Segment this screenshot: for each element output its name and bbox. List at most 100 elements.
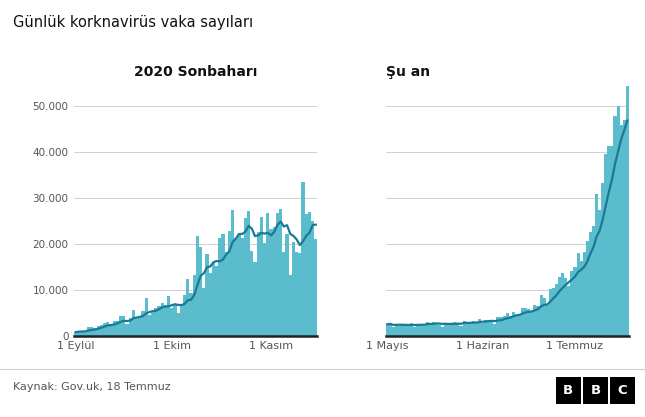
Bar (552, 289, 555, 336)
Title: 2020 Sonbaharı: 2020 Sonbaharı (134, 65, 257, 80)
Bar (234, 238, 237, 336)
Bar (298, 253, 301, 336)
Bar (215, 266, 218, 336)
Text: Günlük korknavirüs vaka sayıları: Günlük korknavirüs vaka sayıları (13, 15, 253, 30)
Bar (311, 221, 314, 336)
Bar (506, 313, 509, 336)
Bar (196, 236, 199, 336)
Bar (276, 214, 279, 336)
Bar (521, 307, 524, 336)
Bar (135, 317, 138, 336)
Bar (174, 305, 177, 336)
Bar (177, 313, 180, 336)
Bar (537, 306, 540, 336)
Bar (100, 324, 103, 336)
Bar (122, 317, 125, 336)
Bar (570, 271, 573, 336)
Bar (564, 278, 568, 336)
Bar (180, 306, 183, 336)
Bar (151, 312, 154, 336)
Bar (407, 325, 410, 336)
Bar (203, 288, 205, 336)
Bar (270, 229, 273, 336)
Bar (490, 320, 493, 336)
Bar (292, 242, 295, 336)
Text: B: B (563, 384, 573, 397)
Bar (218, 238, 221, 336)
Bar (509, 316, 512, 336)
Bar (515, 316, 518, 336)
Bar (161, 303, 164, 336)
Bar (530, 312, 533, 336)
Bar (622, 120, 626, 336)
Bar (589, 231, 592, 336)
Bar (558, 276, 561, 336)
Bar (244, 219, 247, 336)
Bar (141, 311, 144, 336)
Bar (608, 146, 610, 336)
Bar (453, 322, 457, 336)
Text: C: C (618, 384, 627, 397)
Bar (186, 279, 190, 336)
Bar (568, 286, 570, 336)
Bar (273, 226, 276, 336)
Bar (435, 324, 438, 336)
Bar (502, 317, 506, 336)
Bar (263, 243, 266, 336)
Bar (224, 252, 228, 336)
Bar (231, 210, 234, 336)
Bar (392, 327, 395, 336)
Bar (475, 322, 478, 336)
Bar (116, 321, 119, 336)
Bar (450, 323, 453, 336)
Bar (132, 310, 135, 336)
Bar (580, 261, 582, 336)
Bar (582, 252, 586, 336)
Bar (74, 332, 77, 336)
Bar (266, 213, 270, 336)
Bar (413, 327, 417, 336)
Bar (113, 322, 116, 336)
Bar (301, 182, 304, 336)
Bar (555, 284, 558, 336)
Bar (260, 217, 263, 336)
Bar (447, 323, 450, 336)
Bar (540, 295, 542, 336)
Bar (87, 327, 90, 336)
Bar (157, 306, 161, 336)
Bar (148, 315, 151, 336)
Bar (459, 326, 462, 336)
Bar (493, 324, 497, 336)
Bar (395, 324, 398, 336)
Bar (279, 208, 283, 336)
Bar (457, 322, 459, 336)
Bar (419, 324, 422, 336)
Bar (499, 317, 502, 336)
Bar (398, 325, 401, 336)
Bar (478, 319, 481, 336)
Bar (241, 238, 244, 336)
Bar (469, 322, 471, 336)
Bar (138, 316, 141, 336)
Bar (441, 327, 444, 336)
Bar (199, 247, 203, 336)
Bar (401, 324, 404, 336)
Bar (481, 323, 484, 336)
Bar (81, 332, 84, 336)
Bar (527, 309, 530, 336)
Bar (221, 234, 224, 336)
Bar (308, 212, 311, 336)
Bar (304, 214, 308, 336)
Bar (466, 323, 469, 336)
Bar (487, 320, 490, 336)
Bar (119, 317, 122, 336)
Bar (97, 327, 100, 336)
Bar (167, 296, 170, 336)
Bar (598, 210, 601, 336)
Text: Şu an: Şu an (386, 65, 430, 80)
Bar (164, 305, 167, 336)
Bar (404, 326, 407, 336)
Bar (471, 321, 475, 336)
Bar (617, 106, 620, 336)
Bar (77, 331, 81, 336)
